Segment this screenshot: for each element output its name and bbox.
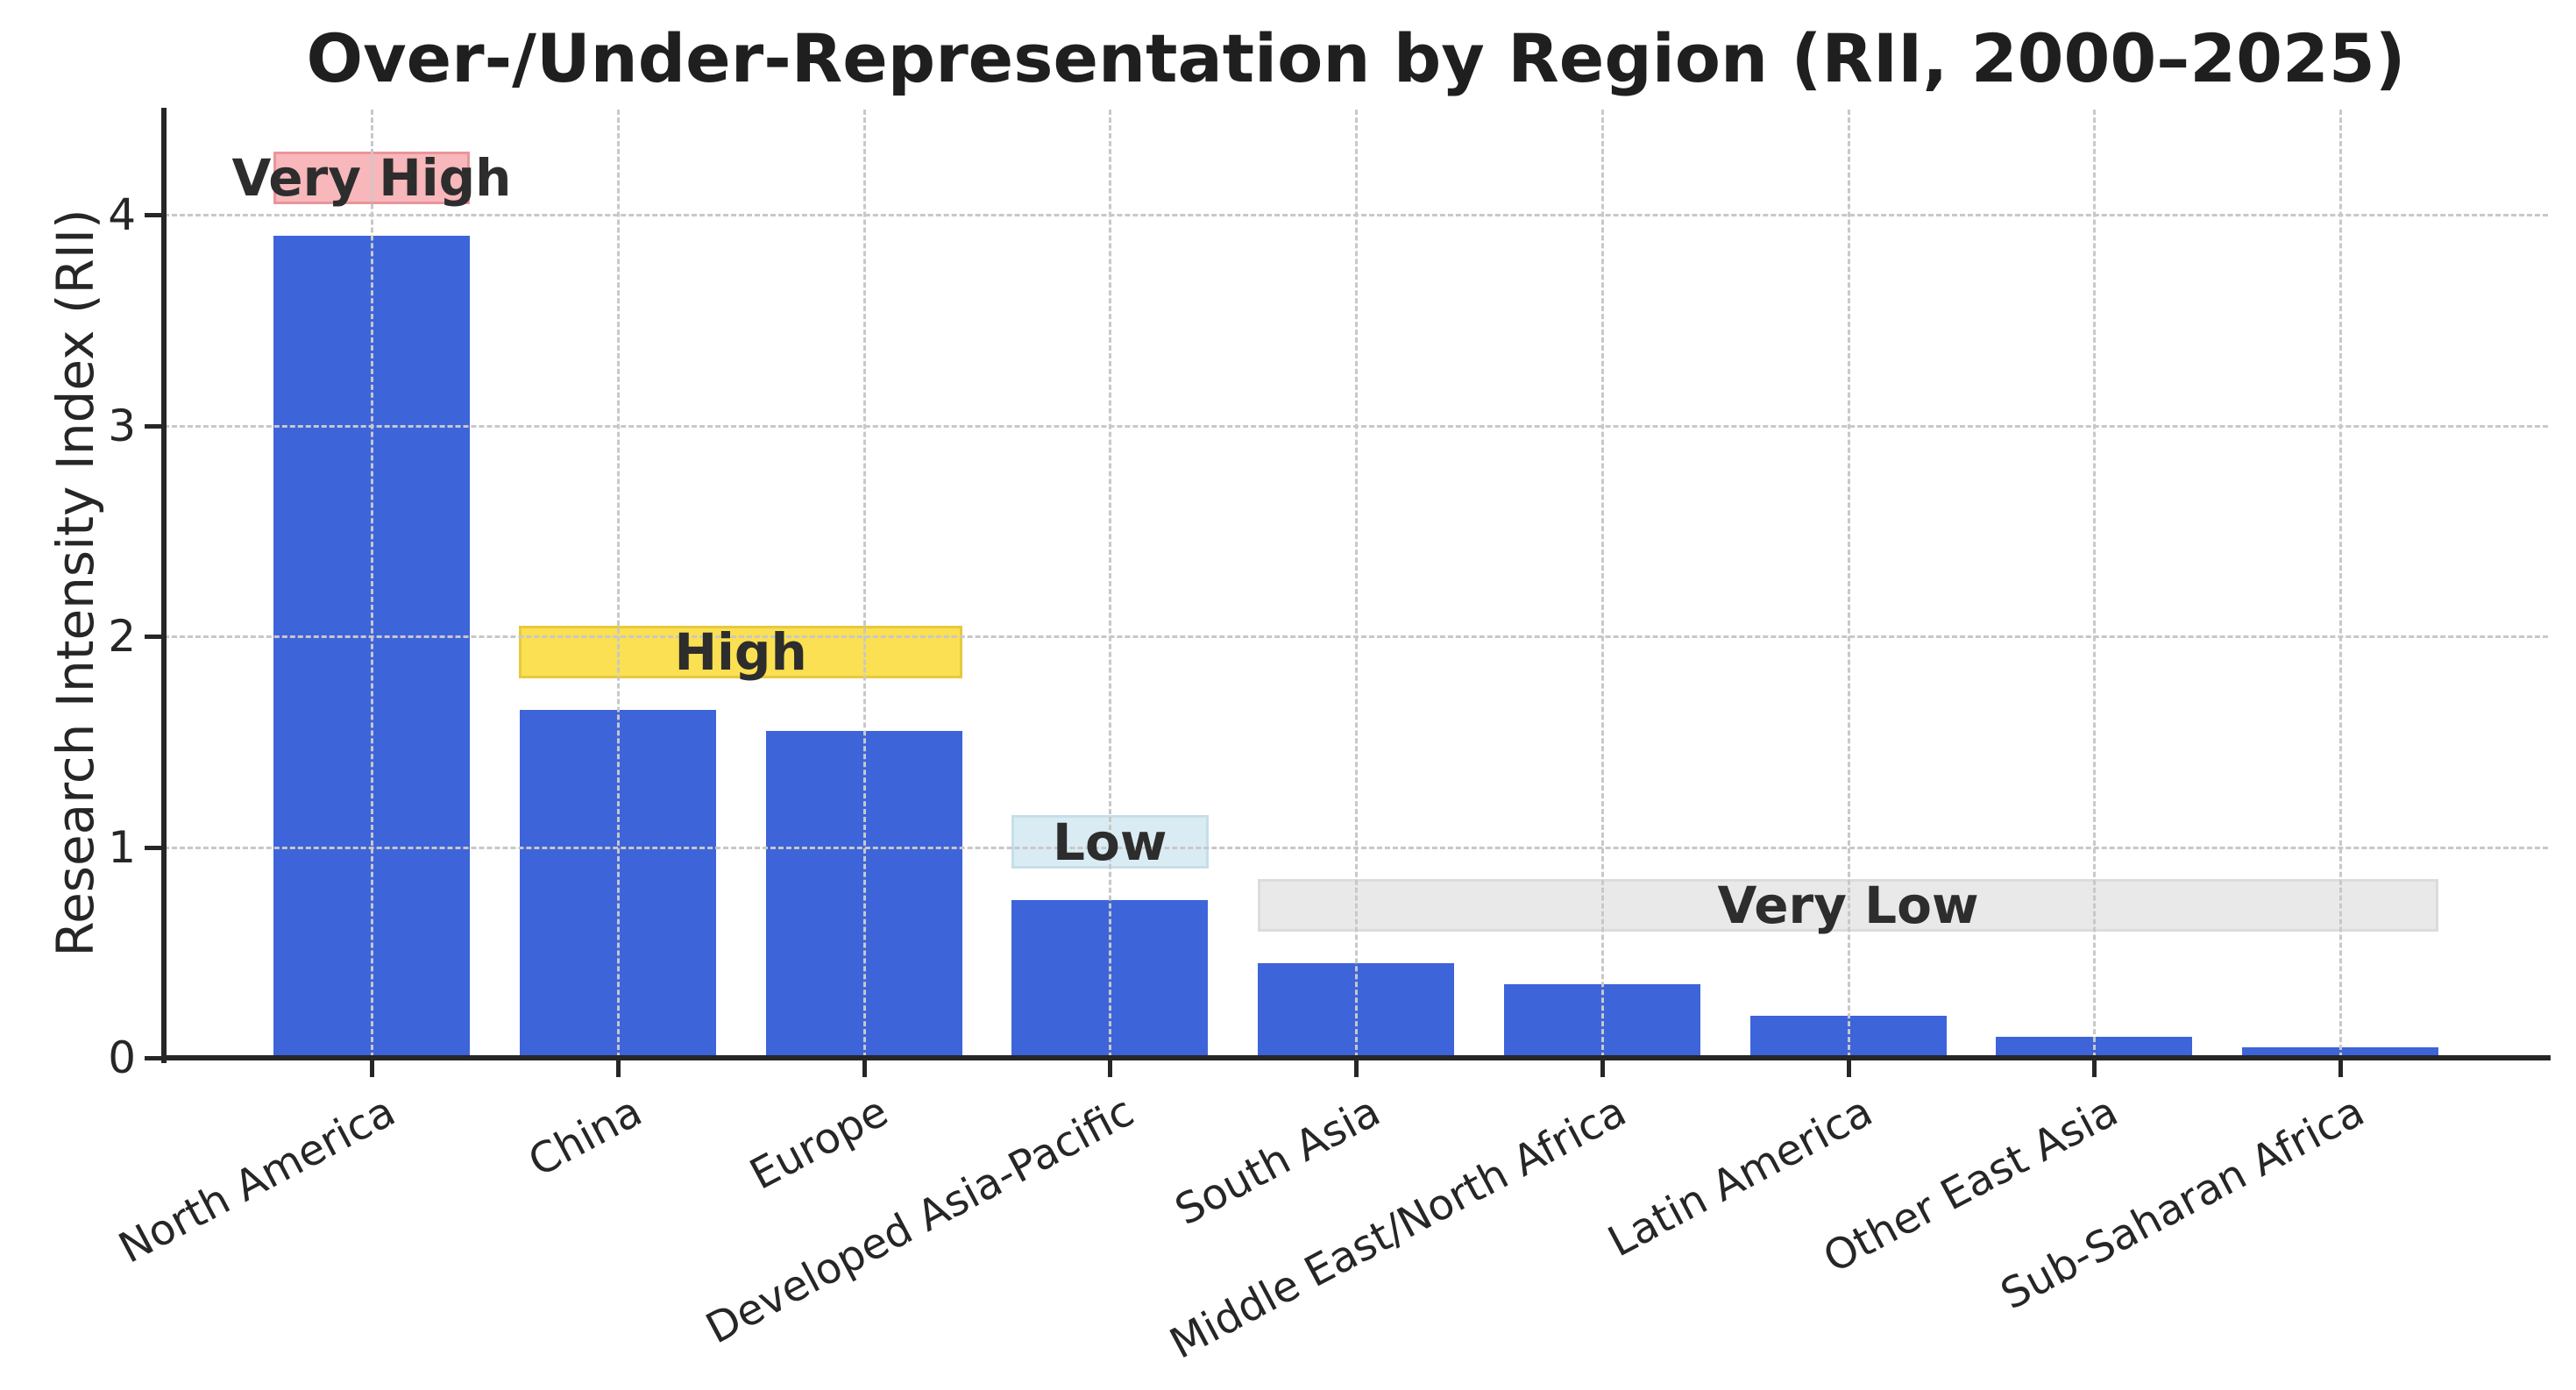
y-tick-0 [145, 1056, 164, 1060]
x-tick-2 [862, 1058, 867, 1077]
x-gridline-4 [1355, 110, 1358, 1058]
y-tick-label-3: 3 [108, 400, 136, 451]
y-tick-1 [145, 845, 164, 850]
annotation-label-1: High [674, 622, 807, 683]
x-tick-6 [1846, 1058, 1851, 1077]
x-axis-spine [161, 1055, 2551, 1060]
x-tick-1 [615, 1058, 621, 1077]
annotation-band-1 [519, 626, 962, 679]
x-gridline-3 [1109, 110, 1112, 1058]
x-gridline-1 [616, 110, 620, 1058]
x-tick-label-2: Europe [742, 1087, 896, 1200]
y-tick-4 [145, 213, 164, 218]
y-tick-label-2: 2 [108, 611, 136, 663]
chart-title: Over-/Under-Representation by Region (RI… [306, 19, 2406, 97]
x-tick-3 [1108, 1058, 1113, 1077]
y-tick-2 [145, 635, 164, 640]
x-tick-5 [1600, 1058, 1605, 1077]
x-tick-label-4: South Asia [1167, 1087, 1388, 1236]
x-gridline-5 [1600, 110, 1604, 1058]
x-tick-7 [2092, 1058, 2097, 1077]
annotation-label-2: Low [1053, 812, 1167, 872]
x-tick-label-5: Middle East/North Africa [1161, 1087, 1635, 1369]
x-tick-4 [1354, 1058, 1359, 1077]
x-gridline-7 [2093, 110, 2097, 1058]
x-tick-0 [370, 1058, 374, 1077]
y-tick-label-1: 1 [108, 821, 136, 873]
y-axis-spine [161, 108, 167, 1063]
y-tick-3 [145, 423, 164, 429]
x-gridline-2 [862, 110, 866, 1058]
annotation-label-0: Very High [231, 148, 512, 209]
x-tick-label-3: Developed Asia-Pacific [698, 1087, 1142, 1354]
x-gridline-8 [2339, 110, 2342, 1058]
x-tick-8 [2338, 1058, 2343, 1077]
x-gridline-6 [1847, 110, 1850, 1058]
annotation-label-3: Very Low [1717, 875, 1979, 935]
x-tick-label-0: North America [111, 1087, 404, 1273]
x-tick-label-1: China [520, 1087, 650, 1187]
y-tick-label-4: 4 [108, 189, 136, 241]
y-tick-label-0: 0 [108, 1032, 136, 1083]
x-gridline-0 [371, 110, 373, 1058]
